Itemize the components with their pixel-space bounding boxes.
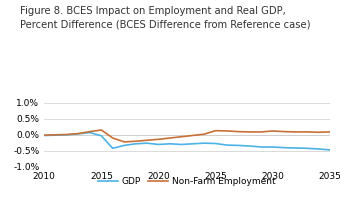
GDP [88, 131, 92, 134]
GDP [259, 146, 263, 148]
Non-Farm Employment [65, 133, 69, 136]
Non-Farm Employment [293, 131, 298, 133]
Non-Farm Employment [202, 133, 206, 135]
GDP [99, 134, 103, 137]
GDP [214, 142, 218, 145]
GDP [156, 143, 160, 146]
Non-Farm Employment [134, 140, 138, 143]
GDP [111, 147, 115, 150]
GDP [168, 143, 172, 145]
Line: GDP: GDP [44, 132, 330, 150]
GDP [65, 134, 69, 136]
Non-Farm Employment [271, 130, 275, 132]
GDP [282, 146, 286, 149]
GDP [293, 147, 298, 149]
Text: Figure 8. BCES Impact on Employment and Real GDP,
Percent Difference (BCES Diffe: Figure 8. BCES Impact on Employment and … [20, 6, 311, 30]
GDP [225, 144, 229, 146]
GDP [54, 134, 58, 137]
Non-Farm Employment [99, 129, 103, 131]
Non-Farm Employment [76, 132, 81, 135]
GDP [145, 142, 149, 144]
Non-Farm Employment [145, 139, 149, 142]
GDP [328, 149, 332, 151]
Non-Farm Employment [179, 135, 183, 138]
Non-Farm Employment [54, 134, 58, 136]
Line: Non-Farm Employment: Non-Farm Employment [44, 130, 330, 142]
GDP [202, 142, 206, 144]
Non-Farm Employment [236, 130, 240, 133]
Non-Farm Employment [282, 130, 286, 133]
GDP [134, 143, 138, 145]
Non-Farm Employment [191, 134, 195, 137]
GDP [305, 147, 309, 150]
GDP [122, 144, 126, 147]
Non-Farm Employment [328, 131, 332, 133]
GDP [248, 145, 252, 147]
Non-Farm Employment [122, 141, 126, 143]
Non-Farm Employment [168, 137, 172, 139]
Legend: GDP, Non-Farm Employment: GDP, Non-Farm Employment [95, 173, 279, 189]
GDP [271, 146, 275, 148]
Non-Farm Employment [214, 129, 218, 132]
Non-Farm Employment [156, 138, 160, 141]
Non-Farm Employment [316, 131, 320, 134]
Non-Farm Employment [88, 130, 92, 133]
GDP [76, 132, 81, 135]
GDP [42, 134, 46, 137]
Non-Farm Employment [42, 134, 46, 137]
GDP [316, 148, 320, 150]
GDP [179, 143, 183, 146]
Non-Farm Employment [259, 131, 263, 133]
Non-Farm Employment [111, 137, 115, 139]
GDP [236, 144, 240, 147]
Non-Farm Employment [225, 130, 229, 132]
Non-Farm Employment [248, 131, 252, 133]
GDP [191, 143, 195, 145]
Non-Farm Employment [305, 131, 309, 133]
